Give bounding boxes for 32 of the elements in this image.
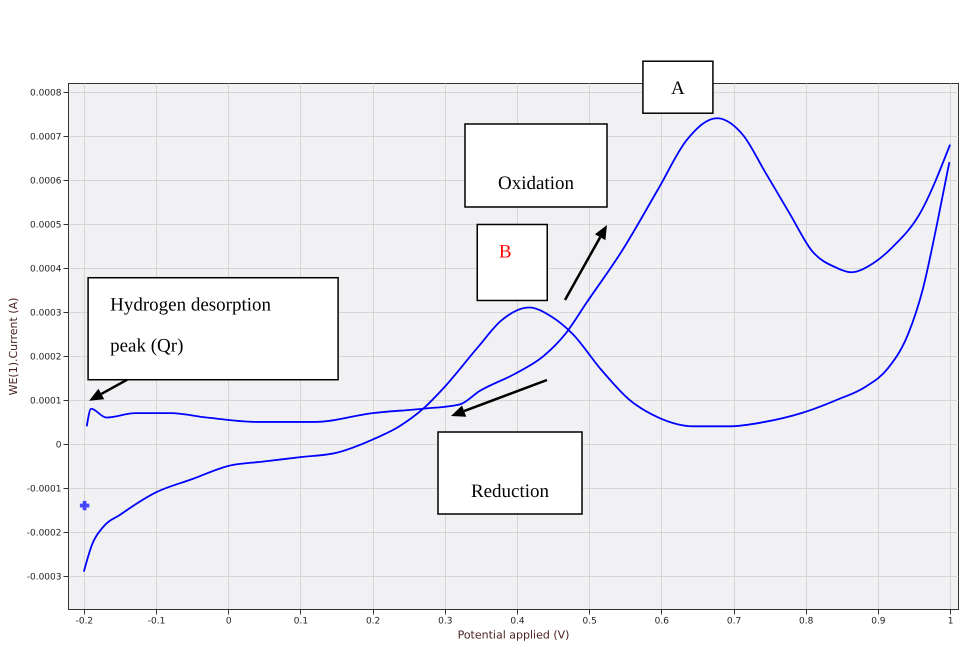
x-tick-label: 0.3 (438, 616, 452, 626)
x-tick-label: -0.1 (148, 616, 166, 626)
annotation: Hydrogen desorption peak (Qr) (110, 294, 272, 357)
y-axis-title: WE(1).Current (A) (6, 298, 20, 396)
x-tick-label: 0.5 (582, 616, 597, 626)
x-tick-label: 0.6 (654, 616, 670, 626)
x-tick-label: 0.8 (799, 616, 814, 626)
annotation: Reduction (470, 481, 550, 502)
x-tick-label: 1 (948, 616, 954, 626)
x-tick-label: -0.2 (76, 616, 94, 626)
annotation: B (498, 241, 512, 262)
annotation: A (671, 78, 686, 100)
y-tick-label: -0.0003 (26, 572, 62, 582)
x-tick-label: 0.2 (366, 616, 380, 626)
y-tick-label: 0.0001 (30, 396, 62, 406)
y-tick-label: 0.0006 (30, 176, 62, 186)
y-tick-label: 0.0005 (30, 220, 62, 230)
x-tick-label: 0.4 (510, 616, 525, 626)
x-tick-label: 0.9 (871, 616, 886, 626)
y-tick-label: 0 (56, 440, 62, 450)
y-tick-label: -0.0002 (26, 528, 62, 538)
annotation: Oxidation (498, 173, 574, 194)
y-tick-label: 0.0007 (30, 132, 62, 142)
y-tick-label: 0.0004 (30, 264, 62, 274)
y-tick-label: 0.0002 (30, 352, 62, 362)
y-tick-label: -0.0001 (26, 484, 62, 494)
y-tick-label: 0.0003 (30, 308, 62, 318)
x-tick-label: 0.1 (294, 616, 308, 626)
x-tick-label: 0.7 (726, 616, 742, 626)
x-tick-label: 0 (226, 616, 232, 626)
y-tick-label: 0.0008 (30, 88, 62, 98)
x-axis-title: Potential applied (V) (458, 628, 570, 642)
